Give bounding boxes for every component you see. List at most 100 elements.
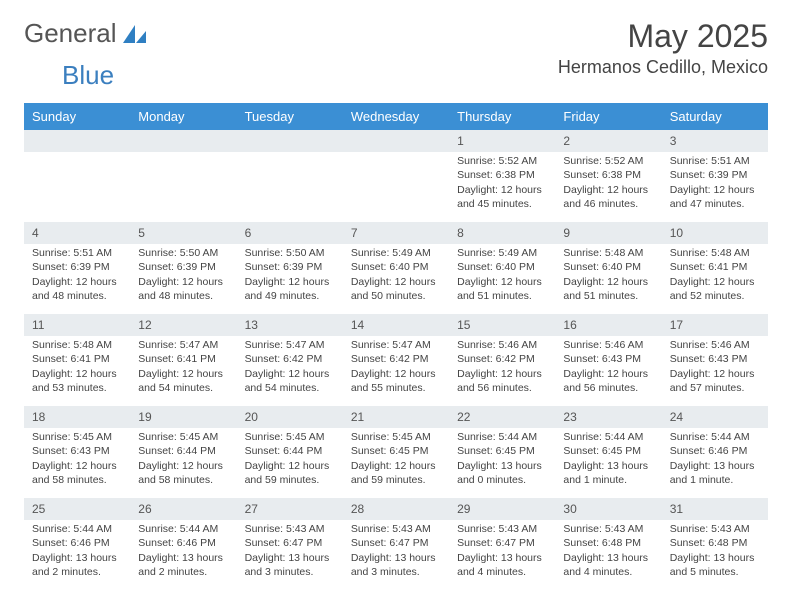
calendar-day-cell: 8Sunrise: 5:49 AMSunset: 6:40 PMDaylight… bbox=[449, 222, 555, 314]
calendar-week-row: 18Sunrise: 5:45 AMSunset: 6:43 PMDayligh… bbox=[24, 406, 768, 498]
daylight-text: Daylight: 12 hours and 53 minutes. bbox=[32, 367, 122, 395]
daylight-text: Daylight: 13 hours and 2 minutes. bbox=[138, 551, 228, 579]
day-number-band bbox=[24, 130, 130, 152]
calendar-day-cell: 22Sunrise: 5:44 AMSunset: 6:45 PMDayligh… bbox=[449, 406, 555, 498]
day-number-band: 14 bbox=[343, 314, 449, 336]
calendar-day-cell: 26Sunrise: 5:44 AMSunset: 6:46 PMDayligh… bbox=[130, 498, 236, 590]
weekday-header: Sunday bbox=[24, 103, 130, 130]
location: Hermanos Cedillo, Mexico bbox=[558, 57, 768, 78]
calendar-day-cell bbox=[130, 130, 236, 222]
day-details bbox=[343, 152, 449, 160]
sunrise-text: Sunrise: 5:43 AM bbox=[563, 522, 653, 536]
day-number-band: 23 bbox=[555, 406, 661, 428]
daylight-text: Daylight: 12 hours and 49 minutes. bbox=[245, 275, 335, 303]
weekday-header: Monday bbox=[130, 103, 236, 130]
calendar-day-cell: 5Sunrise: 5:50 AMSunset: 6:39 PMDaylight… bbox=[130, 222, 236, 314]
day-number-band: 7 bbox=[343, 222, 449, 244]
day-details: Sunrise: 5:50 AMSunset: 6:39 PMDaylight:… bbox=[237, 244, 343, 309]
day-details: Sunrise: 5:43 AMSunset: 6:47 PMDaylight:… bbox=[237, 520, 343, 585]
sunset-text: Sunset: 6:39 PM bbox=[32, 260, 122, 274]
calendar-table: SundayMondayTuesdayWednesdayThursdayFrid… bbox=[24, 103, 768, 590]
day-number-band: 19 bbox=[130, 406, 236, 428]
calendar-day-cell: 7Sunrise: 5:49 AMSunset: 6:40 PMDaylight… bbox=[343, 222, 449, 314]
day-details: Sunrise: 5:43 AMSunset: 6:47 PMDaylight:… bbox=[449, 520, 555, 585]
day-number-band: 12 bbox=[130, 314, 236, 336]
calendar-day-cell bbox=[24, 130, 130, 222]
sunrise-text: Sunrise: 5:47 AM bbox=[245, 338, 335, 352]
day-number-band bbox=[343, 130, 449, 152]
day-details: Sunrise: 5:45 AMSunset: 6:43 PMDaylight:… bbox=[24, 428, 130, 493]
day-details: Sunrise: 5:52 AMSunset: 6:38 PMDaylight:… bbox=[449, 152, 555, 217]
sunrise-text: Sunrise: 5:44 AM bbox=[670, 430, 760, 444]
day-details: Sunrise: 5:43 AMSunset: 6:47 PMDaylight:… bbox=[343, 520, 449, 585]
daylight-text: Daylight: 12 hours and 52 minutes. bbox=[670, 275, 760, 303]
calendar-day-cell: 23Sunrise: 5:44 AMSunset: 6:45 PMDayligh… bbox=[555, 406, 661, 498]
sunset-text: Sunset: 6:44 PM bbox=[245, 444, 335, 458]
daylight-text: Daylight: 13 hours and 1 minute. bbox=[670, 459, 760, 487]
day-details: Sunrise: 5:45 AMSunset: 6:44 PMDaylight:… bbox=[130, 428, 236, 493]
calendar-day-cell: 28Sunrise: 5:43 AMSunset: 6:47 PMDayligh… bbox=[343, 498, 449, 590]
day-number-band: 1 bbox=[449, 130, 555, 152]
logo-text-right: Blue bbox=[62, 60, 114, 91]
day-number-band: 28 bbox=[343, 498, 449, 520]
sunset-text: Sunset: 6:45 PM bbox=[457, 444, 547, 458]
calendar-day-cell: 1Sunrise: 5:52 AMSunset: 6:38 PMDaylight… bbox=[449, 130, 555, 222]
sunrise-text: Sunrise: 5:49 AM bbox=[457, 246, 547, 260]
daylight-text: Daylight: 12 hours and 46 minutes. bbox=[563, 183, 653, 211]
sunrise-text: Sunrise: 5:45 AM bbox=[351, 430, 441, 444]
day-number-band: 11 bbox=[24, 314, 130, 336]
sunset-text: Sunset: 6:46 PM bbox=[670, 444, 760, 458]
day-number-band: 6 bbox=[237, 222, 343, 244]
weekday-header: Saturday bbox=[662, 103, 768, 130]
calendar-day-cell: 6Sunrise: 5:50 AMSunset: 6:39 PMDaylight… bbox=[237, 222, 343, 314]
day-details: Sunrise: 5:44 AMSunset: 6:45 PMDaylight:… bbox=[555, 428, 661, 493]
sunset-text: Sunset: 6:38 PM bbox=[563, 168, 653, 182]
weekday-header: Friday bbox=[555, 103, 661, 130]
sunrise-text: Sunrise: 5:51 AM bbox=[32, 246, 122, 260]
sunrise-text: Sunrise: 5:44 AM bbox=[138, 522, 228, 536]
daylight-text: Daylight: 12 hours and 51 minutes. bbox=[457, 275, 547, 303]
day-details: Sunrise: 5:44 AMSunset: 6:46 PMDaylight:… bbox=[130, 520, 236, 585]
day-number-band: 18 bbox=[24, 406, 130, 428]
sunrise-text: Sunrise: 5:43 AM bbox=[245, 522, 335, 536]
calendar-day-cell: 17Sunrise: 5:46 AMSunset: 6:43 PMDayligh… bbox=[662, 314, 768, 406]
daylight-text: Daylight: 13 hours and 1 minute. bbox=[563, 459, 653, 487]
weekday-header: Wednesday bbox=[343, 103, 449, 130]
sunrise-text: Sunrise: 5:44 AM bbox=[32, 522, 122, 536]
logo-sail-icon bbox=[121, 23, 149, 45]
day-details: Sunrise: 5:48 AMSunset: 6:41 PMDaylight:… bbox=[24, 336, 130, 401]
calendar-week-row: 1Sunrise: 5:52 AMSunset: 6:38 PMDaylight… bbox=[24, 130, 768, 222]
month-title: May 2025 bbox=[558, 18, 768, 55]
sunrise-text: Sunrise: 5:45 AM bbox=[245, 430, 335, 444]
calendar-day-cell: 4Sunrise: 5:51 AMSunset: 6:39 PMDaylight… bbox=[24, 222, 130, 314]
daylight-text: Daylight: 12 hours and 57 minutes. bbox=[670, 367, 760, 395]
day-number-band: 13 bbox=[237, 314, 343, 336]
day-details: Sunrise: 5:51 AMSunset: 6:39 PMDaylight:… bbox=[662, 152, 768, 217]
sunset-text: Sunset: 6:43 PM bbox=[563, 352, 653, 366]
sunrise-text: Sunrise: 5:50 AM bbox=[138, 246, 228, 260]
daylight-text: Daylight: 12 hours and 48 minutes. bbox=[138, 275, 228, 303]
daylight-text: Daylight: 13 hours and 4 minutes. bbox=[457, 551, 547, 579]
sunrise-text: Sunrise: 5:43 AM bbox=[351, 522, 441, 536]
calendar-day-cell bbox=[237, 130, 343, 222]
logo: General bbox=[24, 18, 149, 49]
day-number-band: 3 bbox=[662, 130, 768, 152]
sunrise-text: Sunrise: 5:44 AM bbox=[563, 430, 653, 444]
day-details: Sunrise: 5:50 AMSunset: 6:39 PMDaylight:… bbox=[130, 244, 236, 309]
daylight-text: Daylight: 12 hours and 59 minutes. bbox=[245, 459, 335, 487]
sunset-text: Sunset: 6:42 PM bbox=[457, 352, 547, 366]
day-details: Sunrise: 5:51 AMSunset: 6:39 PMDaylight:… bbox=[24, 244, 130, 309]
sunrise-text: Sunrise: 5:51 AM bbox=[670, 154, 760, 168]
calendar-week-row: 11Sunrise: 5:48 AMSunset: 6:41 PMDayligh… bbox=[24, 314, 768, 406]
day-details: Sunrise: 5:45 AMSunset: 6:44 PMDaylight:… bbox=[237, 428, 343, 493]
daylight-text: Daylight: 12 hours and 59 minutes. bbox=[351, 459, 441, 487]
daylight-text: Daylight: 12 hours and 58 minutes. bbox=[138, 459, 228, 487]
calendar-day-cell: 9Sunrise: 5:48 AMSunset: 6:40 PMDaylight… bbox=[555, 222, 661, 314]
sunrise-text: Sunrise: 5:46 AM bbox=[563, 338, 653, 352]
day-number-band: 4 bbox=[24, 222, 130, 244]
sunrise-text: Sunrise: 5:48 AM bbox=[32, 338, 122, 352]
sunset-text: Sunset: 6:40 PM bbox=[457, 260, 547, 274]
sunset-text: Sunset: 6:40 PM bbox=[351, 260, 441, 274]
daylight-text: Daylight: 13 hours and 5 minutes. bbox=[670, 551, 760, 579]
calendar-day-cell: 16Sunrise: 5:46 AMSunset: 6:43 PMDayligh… bbox=[555, 314, 661, 406]
